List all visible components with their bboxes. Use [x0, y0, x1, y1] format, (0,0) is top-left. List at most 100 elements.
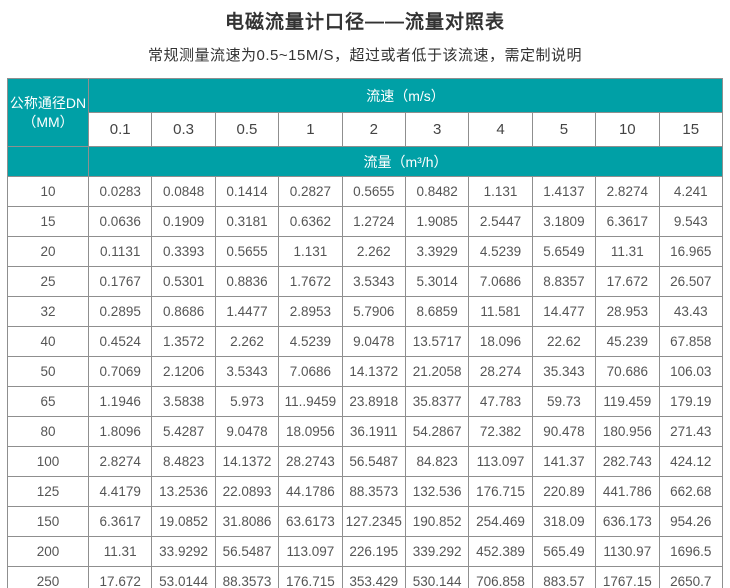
- flow-value-cell: 59.73: [531, 386, 597, 417]
- corner-header-cell: 公称通径DN （MM）: [7, 78, 89, 147]
- flow-value-cell: 3.5838: [151, 386, 216, 417]
- flow-value-cell: 1.9085: [404, 206, 470, 237]
- flow-value-cell: 0.8686: [151, 296, 216, 327]
- flow-value-cell: 3.5343: [214, 356, 280, 387]
- flow-value-cell: 8.8357: [531, 266, 597, 297]
- flow-value-cell: 4.5239: [278, 326, 343, 357]
- flow-value-cell: 2.1206: [151, 356, 216, 387]
- flow-value-cell: 1.4137: [531, 176, 597, 207]
- dn-cell: 100: [7, 446, 89, 477]
- flow-value-cell: 28.274: [468, 356, 533, 387]
- flow-value-cell: 339.292: [404, 536, 470, 567]
- flow-value-cell: 5.4287: [151, 416, 216, 447]
- flow-value-cell: 282.743: [595, 446, 660, 477]
- flow-value-cell: 9.543: [658, 206, 724, 237]
- flow-value-cell: 226.195: [341, 536, 406, 567]
- flow-value-cell: 16.965: [658, 236, 724, 267]
- flow-value-cell: 1.8096: [87, 416, 153, 447]
- flow-value-cell: 2.262: [341, 236, 406, 267]
- flow-value-cell: 4.5239: [468, 236, 533, 267]
- table-row: 250 17.672 53.0144 88.3573 176.715 353.429 530…: [7, 566, 724, 588]
- table-row: 10 0.0283 0.0848 0.1414 0.2827 0.5655 0.8482 1.…: [7, 176, 724, 207]
- flow-value-cell: 1.7672: [278, 266, 343, 297]
- flow-value-cell: 0.7069: [87, 356, 153, 387]
- flow-value-cell: 318.09: [531, 506, 597, 537]
- dn-cell: 10: [7, 176, 89, 207]
- flow-value-cell: 0.1131: [87, 236, 153, 267]
- flow-value-cell: 662.68: [658, 476, 724, 507]
- flow-value-cell: 883.57: [531, 566, 597, 588]
- flow-value-cell: 5.3014: [404, 266, 470, 297]
- flow-value-cell: 113.097: [278, 536, 343, 567]
- flow-value-cell: 26.507: [658, 266, 724, 297]
- flow-value-cell: 2.8274: [595, 176, 660, 207]
- flow-value-cell: 28.2743: [278, 446, 343, 477]
- flow-value-cell: 4.241: [658, 176, 724, 207]
- flow-value-cell: 0.3181: [214, 206, 280, 237]
- flow-value-cell: 271.43: [658, 416, 724, 447]
- flow-value-cell: 13.2536: [151, 476, 216, 507]
- table-row: 32 0.2895 0.8686 1.4477 2.8953 5.7906 8.6859 11…: [7, 296, 724, 327]
- flow-value-cell: 220.89: [531, 476, 597, 507]
- flow-value-cell: 31.8086: [214, 506, 280, 537]
- velocity-header-cell: 流速（m/s）: [88, 78, 723, 113]
- flow-value-cell: 0.0636: [87, 206, 153, 237]
- dn-cell: 250: [7, 566, 89, 588]
- flow-value-cell: 0.1909: [151, 206, 216, 237]
- flow-value-cell: 35.343: [531, 356, 597, 387]
- dn-cell: 65: [7, 386, 89, 417]
- flow-value-cell: 17.672: [87, 566, 153, 588]
- flow-value-cell: 0.4524: [87, 326, 153, 357]
- flow-value-cell: 44.1786: [278, 476, 343, 507]
- flow-value-cell: 14.477: [531, 296, 597, 327]
- flow-value-cell: 2.8274: [87, 446, 153, 477]
- page-title: 电磁流量计口径——流量对照表: [224, 12, 505, 33]
- flow-value-cell: 179.19: [658, 386, 724, 417]
- flow-value-cell: 1.3572: [151, 326, 216, 357]
- corner-header-line1: 公称通径DN: [9, 94, 87, 111]
- flow-value-cell: 6.3617: [595, 206, 660, 237]
- flow-value-cell: 8.4823: [151, 446, 216, 477]
- flow-value-cell: 424.12: [658, 446, 724, 477]
- flow-value-cell: 67.858: [658, 326, 724, 357]
- flow-value-cell: 7.0686: [278, 356, 343, 387]
- dn-cell: 200: [7, 536, 89, 567]
- flow-comparison-table: 公称通径DN （MM） 流速（m/s） 0.1 0.3 0.5 1 2 3 4 5 10 15 流…: [7, 78, 724, 588]
- flow-value-cell: 2.8953: [278, 296, 343, 327]
- flow-value-cell: 70.686: [595, 356, 660, 387]
- flow-value-cell: 452.389: [468, 536, 533, 567]
- velocity-value-cell: 0.3: [151, 112, 216, 147]
- flow-value-cell: 2650.7: [658, 566, 724, 588]
- flow-value-cell: 176.715: [468, 476, 533, 507]
- flow-value-cell: 18.0956: [278, 416, 343, 447]
- flow-value-cell: 2.5447: [468, 206, 533, 237]
- flow-value-cell: 0.3393: [151, 236, 216, 267]
- flow-value-cell: 0.0283: [87, 176, 153, 207]
- flow-value-cell: 254.469: [468, 506, 533, 537]
- flow-value-cell: 9.0478: [214, 416, 280, 447]
- flow-value-cell: 56.5487: [341, 446, 406, 477]
- flow-value-cell: 0.1414: [214, 176, 280, 207]
- flow-value-cell: 45.239: [595, 326, 660, 357]
- dn-cell: 80: [7, 416, 89, 447]
- flow-value-cell: 5.6549: [531, 236, 597, 267]
- flow-value-cell: 3.1809: [531, 206, 597, 237]
- flow-value-cell: 14.1372: [341, 356, 406, 387]
- velocity-value-cell: 4: [468, 112, 533, 147]
- flow-value-cell: 441.786: [595, 476, 660, 507]
- flow-value-cell: 1696.5: [658, 536, 724, 567]
- flow-value-cell: 43.43: [658, 296, 724, 327]
- flow-row-spacer-cell: [7, 146, 89, 177]
- flow-value-cell: 11.31: [87, 536, 153, 567]
- flow-value-cell: 5.973: [214, 386, 280, 417]
- flow-value-cell: 17.672: [595, 266, 660, 297]
- velocity-values-row: 0.1 0.3 0.5 1 2 3 4 5 10 15: [8, 112, 724, 147]
- flow-value-cell: 36.1911: [341, 416, 406, 447]
- flow-value-cell: 23.8918: [341, 386, 406, 417]
- flow-value-cell: 0.2895: [87, 296, 153, 327]
- table-row: 50 0.7069 2.1206 3.5343 7.0686 14.1372 21.2058…: [7, 356, 724, 387]
- velocity-value-cell: 10: [595, 112, 660, 147]
- flow-value-cell: 0.6362: [278, 206, 343, 237]
- flow-value-cell: 0.8482: [404, 176, 470, 207]
